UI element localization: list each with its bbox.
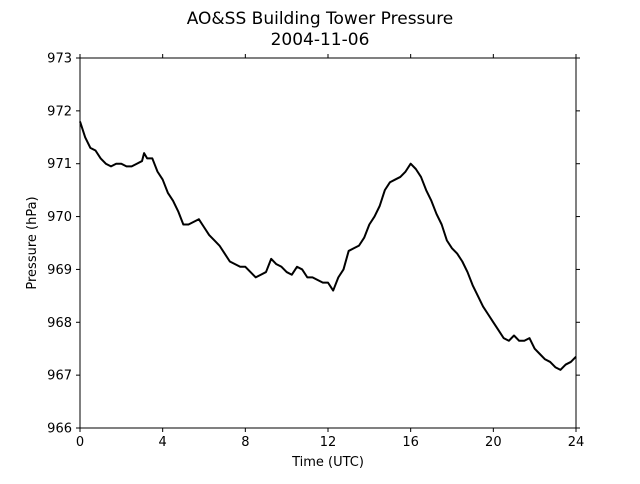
y-tick-label: 971: [47, 157, 72, 172]
x-tick-label: 4: [159, 435, 167, 450]
y-tick-label: 973: [47, 52, 72, 67]
x-tick-label: 8: [241, 435, 249, 450]
y-axis: 966 967 968 969 970 971 972 973: [47, 52, 580, 437]
y-tick-label: 969: [47, 263, 72, 278]
y-tick-label: 966: [47, 422, 72, 437]
x-tick-label: 0: [76, 435, 84, 450]
x-tick-label: 24: [568, 435, 585, 450]
series-layer: [79, 121, 577, 371]
y-axis-label: Pressure (hPa): [25, 196, 40, 289]
x-axis-label: Time (UTC): [291, 455, 364, 470]
chart-title: AO&SS Building Tower Pressure: [187, 9, 454, 29]
plot-area: [80, 58, 576, 428]
chart-subtitle: 2004-11-06: [271, 30, 370, 50]
x-tick-label: 16: [402, 435, 419, 450]
x-tick-label: 12: [320, 435, 337, 450]
y-tick-label: 968: [47, 316, 72, 331]
y-tick-label: 970: [47, 210, 72, 225]
series-line-0: [79, 121, 577, 371]
y-tick-label: 967: [47, 369, 72, 384]
x-tick-label: 20: [485, 435, 502, 450]
y-tick-label: 972: [47, 104, 72, 119]
x-axis: 0 4 8 12 16 20 24: [76, 54, 584, 450]
